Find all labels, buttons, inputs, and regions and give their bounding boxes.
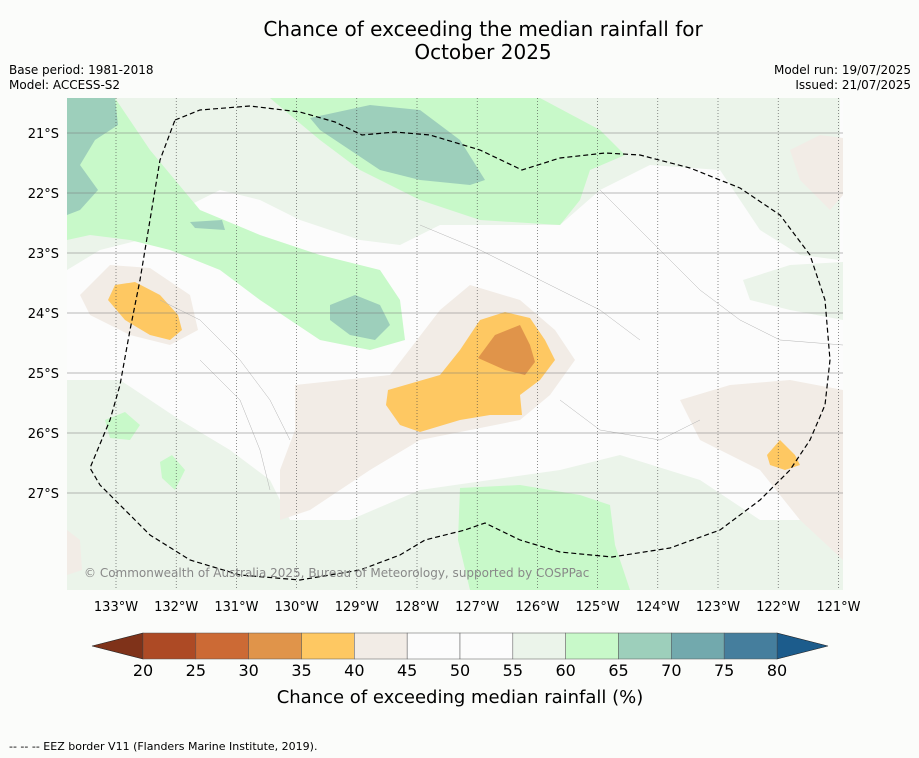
region-65-70-small (190, 220, 225, 230)
colorbar-tick-label: 70 (661, 661, 681, 680)
colorbar-segment (459, 632, 514, 660)
region-45-50-east (680, 380, 843, 560)
x-tick-label: 125°W (576, 600, 620, 615)
model-name: Model: ACCESS-S2 (9, 78, 121, 92)
region-65-70-west (67, 98, 118, 215)
meta-left: Base period: 1981-2018 Model: ACCESS-S2 (9, 63, 154, 93)
base-period: Base period: 1981-2018 (9, 63, 154, 77)
colorbar-segment (406, 632, 461, 660)
eez-border (89, 105, 831, 581)
region-65-70-north (310, 105, 485, 185)
colorbar-tick-label: 65 (608, 661, 628, 680)
colorbar-segment (248, 632, 302, 660)
colorbar-segment (671, 632, 725, 660)
region-45-50-sw (67, 530, 82, 575)
title-line-2: October 2025 (414, 40, 552, 64)
colorbar-segment (723, 632, 778, 660)
y-tick-label: 24°S (28, 307, 59, 322)
colorbar-tick-label: 55 (503, 661, 523, 680)
x-tick-label: 133°W (94, 600, 138, 615)
x-tick-label: 121°W (816, 600, 860, 615)
colorbar-tick-label: 50 (450, 661, 470, 680)
y-tick-label: 25°S (28, 367, 59, 382)
region-60-65-west (67, 98, 405, 350)
gridlines (67, 98, 843, 590)
y-tick-label: 27°S (28, 487, 59, 502)
colorbar-tick-label: 75 (714, 661, 734, 680)
copyright-note: © Commonwealth of Australia 2025, Bureau… (84, 566, 589, 580)
x-tick-label: 132°W (154, 600, 198, 615)
contour-lines (159, 189, 843, 491)
colorbar-label: Chance of exceeding median rainfall (%) (277, 687, 644, 708)
region-35-40-east (767, 440, 800, 470)
colorbar-segment (195, 632, 249, 660)
footer-note: -- -- -- EEZ border V11 (Flanders Marine… (9, 740, 318, 753)
colorbar-tick-label: 45 (397, 661, 417, 680)
region-45-50-ne (790, 135, 843, 210)
colorbar-tick-label: 80 (767, 661, 787, 680)
region-30-35-center (478, 325, 535, 375)
colorbar-segment (354, 632, 408, 660)
colorbar-over-arrow (776, 632, 829, 660)
chart-title: Chance of exceeding the median rainfall … (0, 18, 919, 64)
x-tick-label: 123°W (696, 600, 740, 615)
colorbar-under-arrow (91, 632, 144, 660)
colorbar-tick-label: 60 (555, 661, 575, 680)
region-55-60-east (743, 262, 843, 320)
x-tick-label: 124°W (636, 600, 680, 615)
colorbar-segment (565, 632, 619, 660)
x-tick-label: 129°W (335, 600, 379, 615)
map-area: © Commonwealth of Australia 2025, Bureau… (67, 98, 843, 590)
issued-date: Issued: 21/07/2025 (795, 78, 911, 92)
y-tick-label: 26°S (28, 427, 59, 442)
y-tick-label: 23°S (28, 247, 59, 262)
colorbar-tick-label: 40 (344, 661, 364, 680)
y-ticks: 21°S 22°S 23°S 24°S 25°S 26°S 27°S (28, 127, 59, 502)
colorbar-segment (301, 632, 355, 660)
x-tick-label: 131°W (214, 600, 258, 615)
y-tick-label: 22°S (28, 187, 59, 202)
x-tick-label: 122°W (756, 600, 800, 615)
colorbar-tick-label: 35 (291, 661, 311, 680)
region-60-65-south (458, 485, 630, 590)
colorbar-tick-label: 25 (186, 661, 206, 680)
region-55-60-south (67, 380, 843, 590)
colorbar-segment (512, 632, 566, 660)
x-tick-label: 128°W (395, 600, 439, 615)
colorbar-tick-label: 30 (238, 661, 258, 680)
colorbar: 20 25 30 35 40 45 50 55 60 65 70 75 80 (91, 632, 829, 680)
y-tick-label: 21°S (28, 127, 59, 142)
region-60-65-small-2 (160, 455, 185, 490)
colorbar-segment (618, 632, 672, 660)
region-35-40-west (108, 282, 182, 340)
title-line-1: Chance of exceeding the median rainfall … (263, 17, 703, 41)
x-tick-label: 130°W (275, 600, 319, 615)
x-ticks: 133°W 132°W 131°W 130°W 129°W 128°W 127°W 126°W… (94, 600, 861, 615)
region-65-70-center (330, 295, 390, 340)
meta-right: Model run: 19/07/2025 Issued: 21/07/2025 (774, 63, 911, 93)
colorbar-tick-label: 20 (133, 661, 153, 680)
x-tick-label: 126°W (515, 600, 559, 615)
x-tick-label: 127°W (455, 600, 499, 615)
colorbar-segment (142, 632, 197, 660)
model-run: Model run: 19/07/2025 (773, 63, 911, 77)
